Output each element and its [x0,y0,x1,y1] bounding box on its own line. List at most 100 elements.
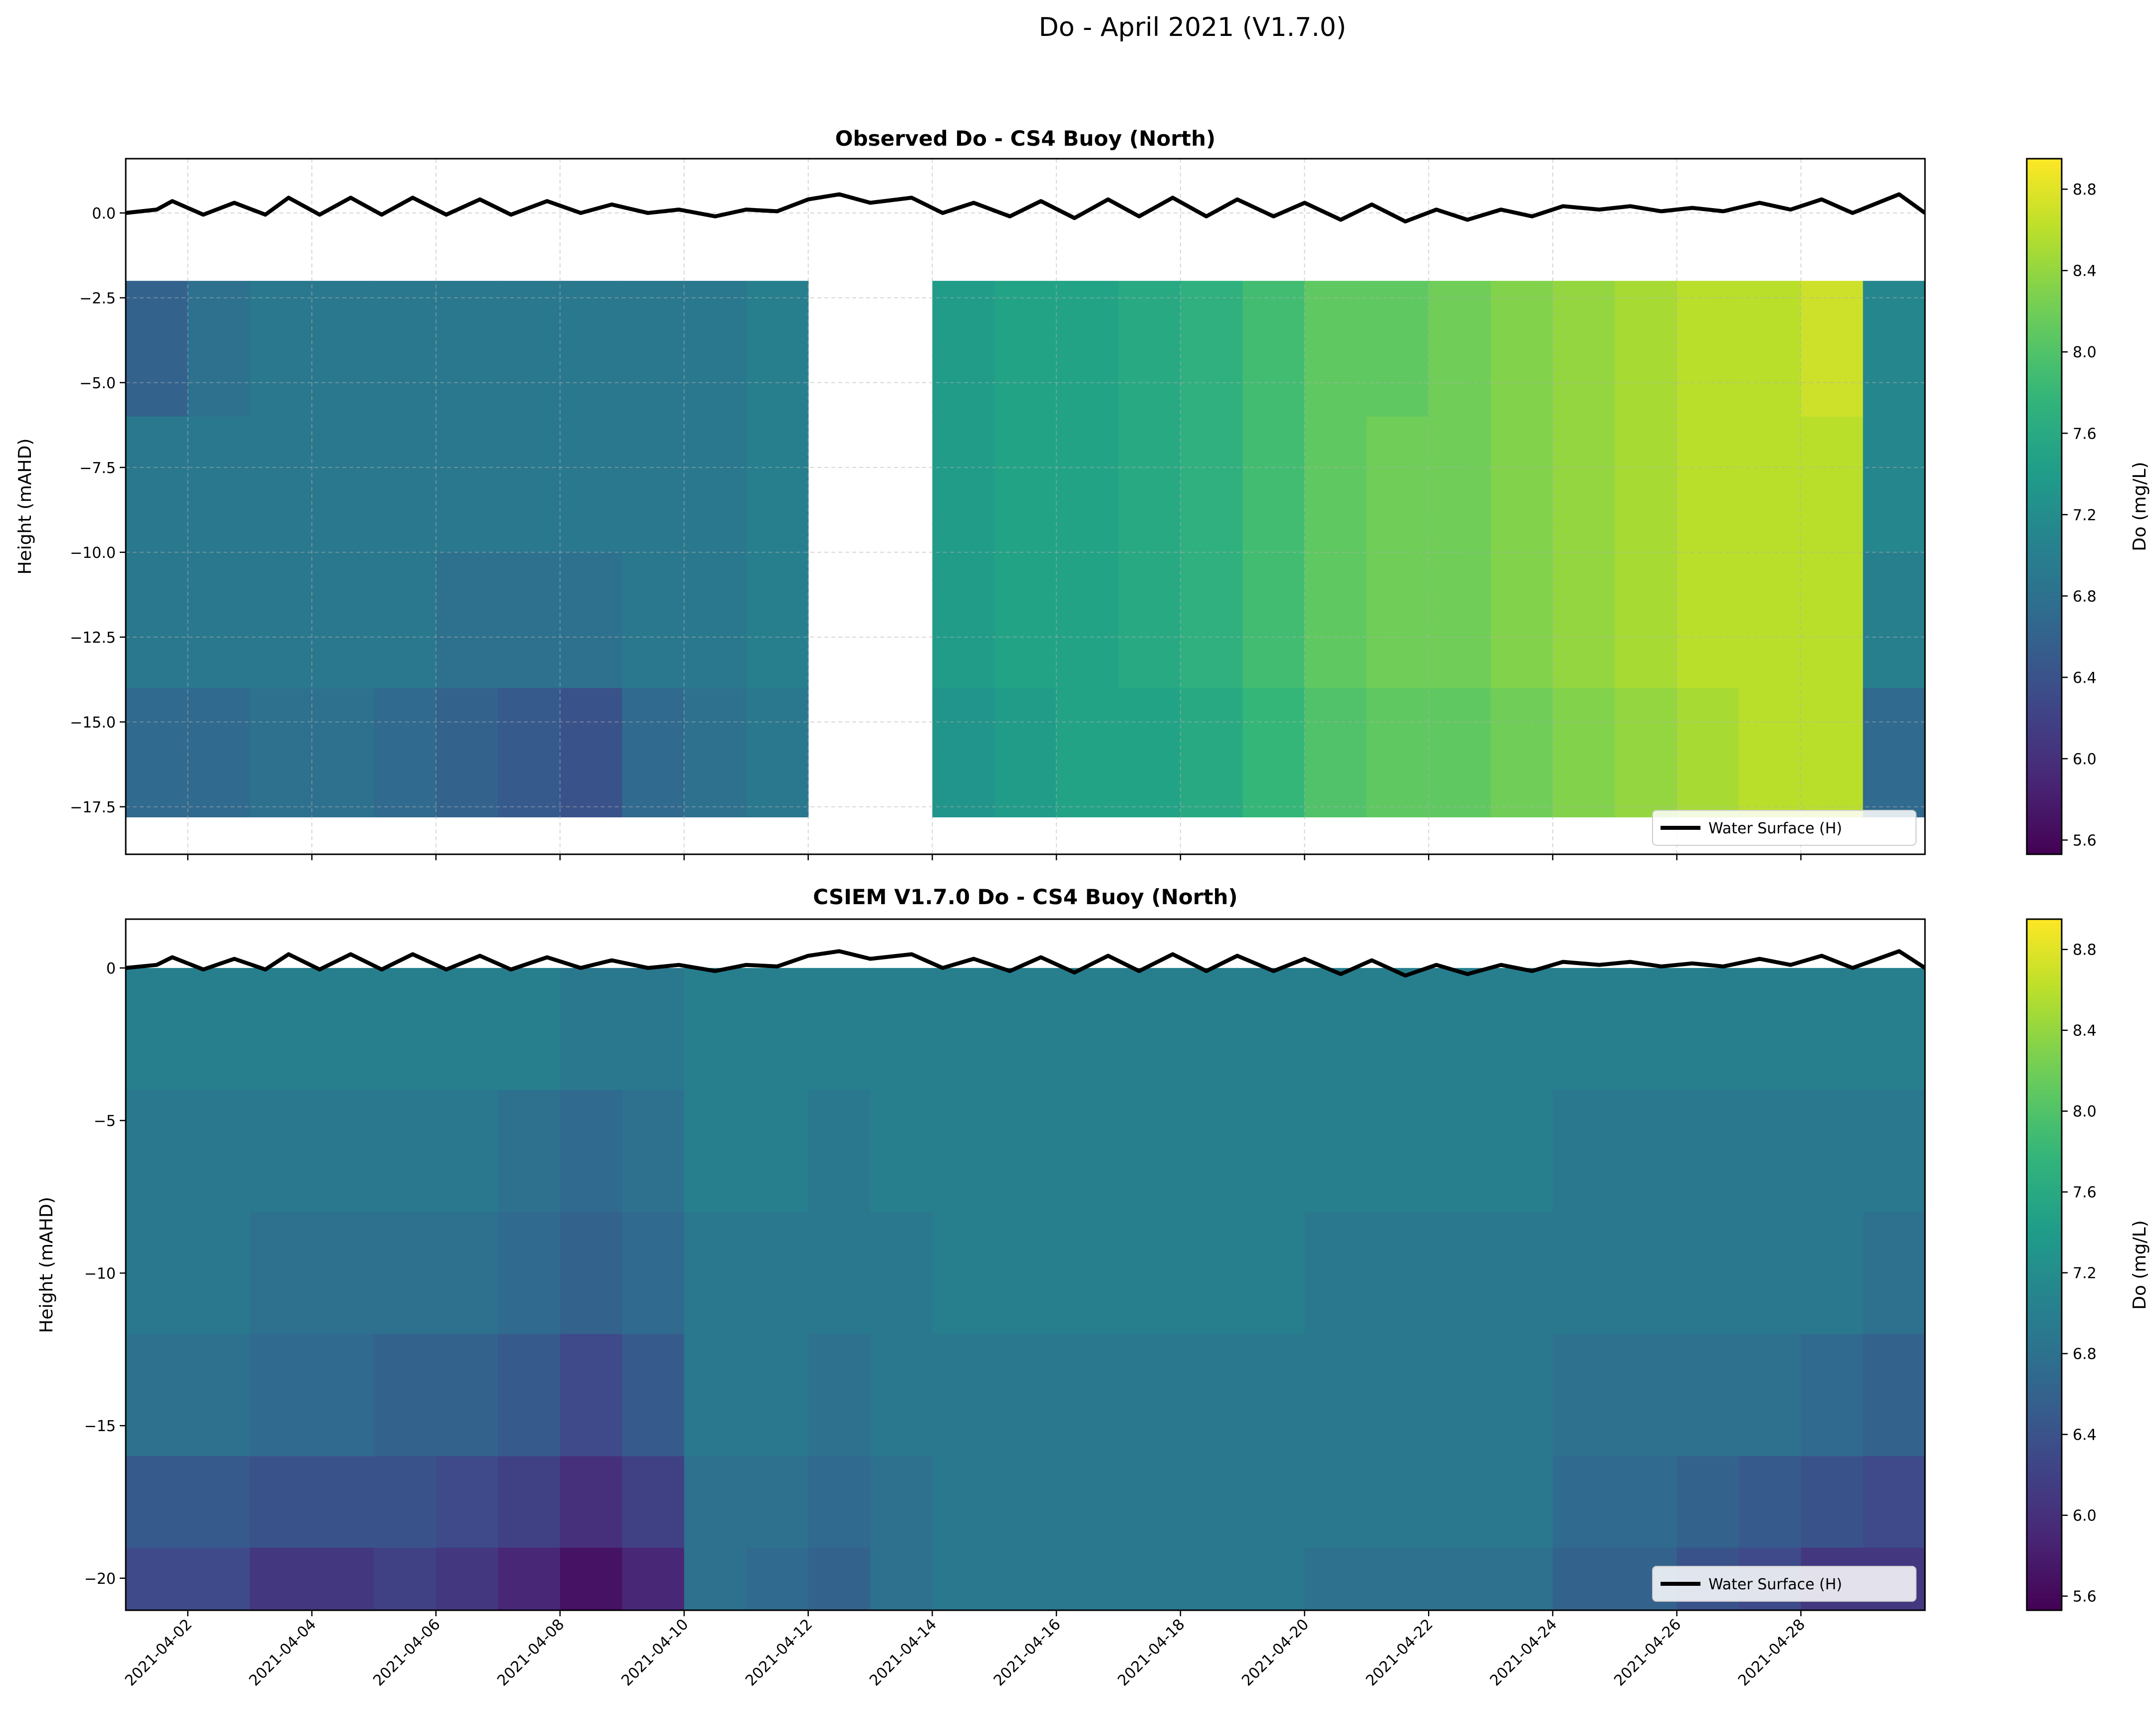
x-tick-label: 2021-04-08 [494,1616,568,1690]
heatmap-cell [249,1334,312,1457]
heatmap-cell [1429,1212,1491,1335]
heatmap-cell [1738,280,1802,417]
colorbar-tick-label: 7.2 [2073,1265,2097,1282]
heatmap-cell [932,968,995,1091]
heatmap-cell [1180,280,1243,417]
x-tick-label: 2021-04-16 [990,1616,1064,1690]
heatmap-cell [1118,1334,1181,1457]
heatmap-cell [436,968,498,1091]
heatmap-cell [312,1334,375,1457]
heatmap-cell [436,552,498,689]
heatmap-cell [1304,1090,1367,1213]
heatmap-cell [1242,552,1305,689]
heatmap-cell [188,1090,250,1213]
heatmap-cell [374,1212,437,1335]
heatmap-cell [498,1547,561,1610]
heatmap-cell [1056,1456,1119,1548]
heatmap-cell [249,968,312,1091]
y-tick-label: −15.0 [70,714,116,732]
heatmap-cell [684,1212,747,1335]
heatmap-cell [188,1547,250,1610]
heatmap-cell [1801,280,1864,417]
model-panel: CSIEM V1.7.0 Do - CS4 Buoy (North) Heigh… [36,885,2150,1690]
heatmap-cell [249,416,312,553]
heatmap-cell [560,1090,623,1213]
heatmap-cell [1056,552,1119,689]
heatmap-cell [188,1212,250,1335]
heatmap-cell [1801,1334,1864,1457]
heatmap-cell [436,1334,498,1457]
heatmap-cell [312,552,375,689]
heatmap-cell [808,1334,871,1457]
heatmap-cell [1801,1456,1864,1548]
heatmap-cell [1801,1212,1864,1335]
heatmap-cell [1677,1212,1739,1335]
heatmap-cell [1490,968,1553,1091]
y-tick-label: −5 [94,1113,116,1130]
heatmap-cell [249,280,312,417]
heatmap-cell [808,1456,871,1548]
heatmap-cell [1118,552,1181,689]
observed-y-axis-label: Height (mAHD) [15,438,35,574]
heatmap-cell [994,688,1057,817]
heatmap-cell [436,1090,498,1213]
heatmap-cell [1801,552,1864,689]
heatmap-cell [1490,1456,1553,1548]
y-tick-label: −5.0 [79,375,116,392]
heatmap-cell [188,1456,250,1548]
heatmap-cell [1552,968,1616,1091]
heatmap-cell [1242,416,1305,553]
heatmap-cell [1863,280,1925,417]
heatmap-cell [1615,688,1677,817]
heatmap-cell [1242,1212,1305,1335]
colorbar-tick-label: 8.8 [2073,181,2097,199]
heatmap-cell [1615,1090,1677,1213]
heatmap-cell [1180,968,1243,1091]
heatmap-cell [249,1212,312,1335]
heatmap-cell [870,1547,933,1610]
heatmap-cell [498,968,561,1091]
heatmap-cell [1429,1456,1491,1548]
heatmap-cell [622,1212,685,1335]
heatmap-cell [249,688,312,817]
heatmap-cell [870,1456,933,1548]
legend-label: Water Surface (H) [1708,1576,1842,1593]
heatmap-cell [1552,1090,1616,1213]
y-tick-label: −12.5 [70,629,116,647]
heatmap-cell [746,280,809,417]
heatmap-cell [1180,552,1243,689]
heatmap-cell [1180,1456,1243,1548]
observed-panel-title: Observed Do - CS4 Buoy (North) [835,126,1215,151]
heatmap-cell [1552,1547,1616,1610]
heatmap-cell [684,1547,747,1610]
heatmap-cell [1056,416,1119,553]
heatmap-cell [374,968,437,1091]
heatmap-cell [1180,416,1243,553]
heatmap-cell [1677,280,1739,417]
heatmap-cell [1429,1090,1491,1213]
heatmap-cell [994,1212,1057,1335]
heatmap-cell [188,688,250,817]
heatmap-cell [374,1456,437,1548]
heatmap-cell [1863,552,1925,689]
heatmap-cell [312,1212,375,1335]
heatmap-cell [1552,1212,1616,1335]
heatmap-cell [1490,1334,1553,1457]
heatmap-cell [1490,280,1553,417]
heatmap-cell [1738,416,1802,553]
heatmap-cell [1118,416,1181,553]
heatmap-cell [684,1456,747,1548]
heatmap-cell [126,416,189,553]
heatmap-cell [746,1456,809,1548]
heatmap-cell [374,1547,437,1610]
heatmap-cell [622,552,685,689]
x-tick-label: 2021-04-02 [122,1616,196,1690]
legend-box [1652,1566,1916,1602]
heatmap-cell [932,1456,995,1548]
heatmap-cell [808,1547,871,1610]
heatmap-cell [1056,1547,1119,1610]
heatmap-cell [436,280,498,417]
heatmap-cell [932,688,995,817]
colorbar [2026,158,2063,855]
heatmap-cell [1738,1212,1802,1335]
